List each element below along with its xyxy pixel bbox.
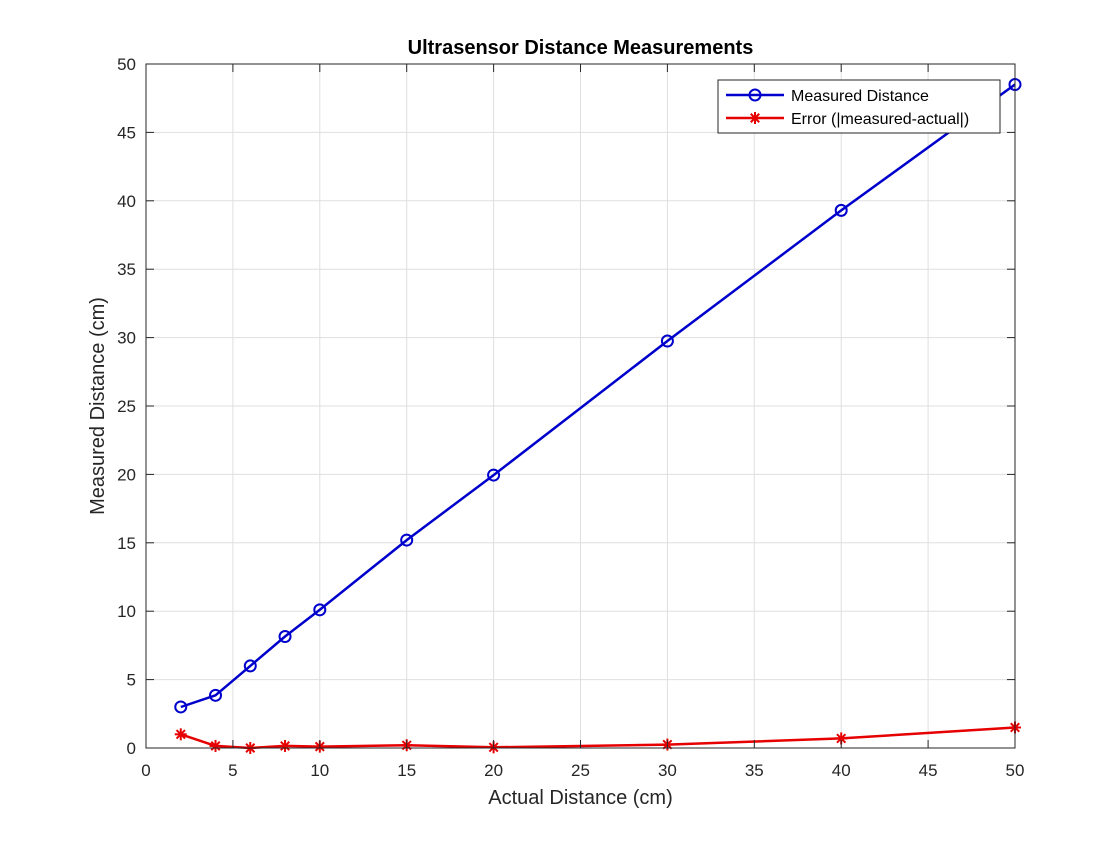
y-tick-label: 20 bbox=[117, 465, 136, 484]
data-point-error bbox=[174, 728, 187, 741]
y-tick-label: 30 bbox=[117, 329, 136, 348]
data-point-measured bbox=[243, 659, 257, 673]
x-tick-label: 20 bbox=[484, 761, 503, 780]
data-point-error bbox=[279, 739, 292, 752]
legend: Measured Distance Error (|measured-actua… bbox=[717, 79, 1001, 134]
x-tick-label: 50 bbox=[1006, 761, 1025, 780]
chart-title: Ultrasensor Distance Measurements bbox=[408, 37, 754, 59]
data-point-measured bbox=[209, 688, 223, 702]
data-point-measured bbox=[487, 468, 501, 482]
data-point-measured bbox=[313, 603, 327, 617]
x-tick-label: 30 bbox=[658, 761, 677, 780]
asterisk-stroke bbox=[750, 113, 760, 123]
grid bbox=[146, 64, 1015, 748]
x-tick-label: 45 bbox=[919, 761, 938, 780]
y-tick-label: 50 bbox=[117, 55, 136, 74]
x-tick-label: 35 bbox=[745, 761, 764, 780]
x-tick-label: 15 bbox=[397, 761, 416, 780]
y-axis-label: Measured Distance (cm) bbox=[87, 297, 109, 515]
asterisk-stroke bbox=[175, 729, 186, 740]
legend-asterisk bbox=[749, 112, 761, 124]
y-tick-label: 15 bbox=[117, 534, 136, 553]
y-tick-label: 0 bbox=[127, 739, 136, 758]
y-tick-label: 25 bbox=[117, 397, 136, 416]
x-tick-label: 25 bbox=[571, 761, 590, 780]
ticks: 0 5 10 15 20 25 30 35 40 45 50 0 5 10 15 20 25 30 35 40 45 50 bbox=[117, 55, 1024, 780]
x-tick-label: 0 bbox=[141, 761, 150, 780]
series-line-measured bbox=[180, 83, 1016, 709]
data-point-measured bbox=[834, 203, 848, 217]
y-tick-label: 10 bbox=[117, 602, 136, 621]
data-point-measured bbox=[174, 700, 188, 714]
data-point-measured bbox=[660, 334, 674, 348]
data-point-measured bbox=[400, 533, 414, 547]
y-tick-label: 5 bbox=[127, 671, 136, 690]
asterisk-stroke bbox=[210, 740, 221, 751]
y-tick-label: 45 bbox=[117, 123, 136, 142]
data-point-error bbox=[209, 739, 222, 752]
legend-label-measured: Measured Distance bbox=[791, 88, 929, 105]
data-point-error bbox=[835, 732, 848, 745]
asterisk-stroke bbox=[280, 740, 290, 751]
legend-box bbox=[717, 79, 1001, 134]
legend-marker-error bbox=[749, 112, 761, 124]
x-tick-label: 5 bbox=[228, 761, 237, 780]
legend-marker-measured bbox=[748, 88, 762, 102]
x-tick-label: 40 bbox=[832, 761, 851, 780]
y-tick-label: 40 bbox=[117, 192, 136, 211]
asterisk-stroke bbox=[836, 733, 847, 744]
x-tick-label: 10 bbox=[310, 761, 329, 780]
x-axis-label: Actual Distance (cm) bbox=[488, 787, 673, 809]
data-point-measured bbox=[278, 630, 292, 644]
y-tick-label: 35 bbox=[117, 260, 136, 279]
legend-label-error: Error (|measured-actual|) bbox=[791, 111, 969, 128]
